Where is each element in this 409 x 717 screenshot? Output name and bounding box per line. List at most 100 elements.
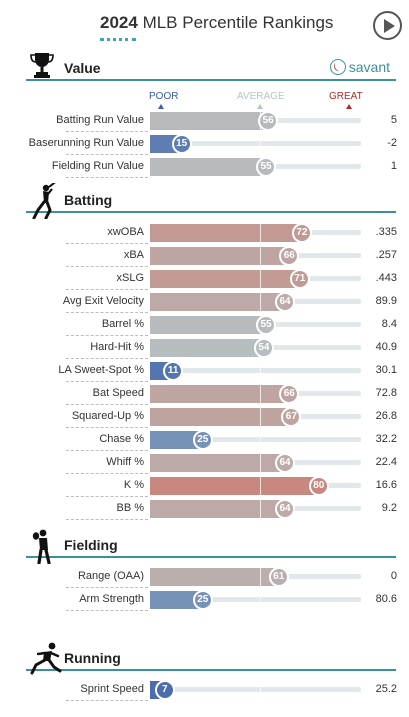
percentile-bubble[interactable]: 25 — [192, 590, 213, 610]
percentile-bubble[interactable]: 64 — [275, 499, 296, 519]
metric-row: Batting Run Value 56 5 — [0, 110, 409, 132]
percentile-bar — [150, 112, 269, 130]
row-divider — [66, 131, 148, 132]
savant-logo-text: savant — [348, 59, 390, 75]
metric-label: BB % — [116, 502, 144, 514]
percentile-bar — [150, 270, 300, 288]
percentile-bubble[interactable]: 66 — [279, 384, 300, 404]
metric-row: Barrel % 55 8.4 — [0, 314, 409, 336]
row-divider — [66, 473, 148, 474]
metric-label: xwOBA — [107, 226, 144, 238]
metric-label: Fielding Run Value — [51, 160, 144, 172]
percentile-bubble[interactable]: 71 — [289, 269, 310, 289]
metric-row: Baserunning Run Value 15 -2 — [0, 133, 409, 155]
percentile-bar — [150, 247, 290, 265]
baseball-icon — [329, 59, 346, 75]
metric-row: LA Sweet-Spot % 11 30.1 — [0, 360, 409, 382]
page-header: 2024 MLB Percentile Rankings — [0, 0, 409, 44]
average-line — [260, 454, 261, 472]
row-divider — [66, 587, 148, 588]
metric-label: Batting Run Value — [56, 114, 144, 126]
percentile-bubble[interactable]: 72 — [291, 223, 312, 243]
metric-row: Arm Strength 25 80.6 — [0, 589, 409, 611]
metric-value: 22.4 — [375, 456, 397, 468]
metric-row: xwOBA 72 .335 — [0, 222, 409, 244]
metric-row: Whiff % 64 22.4 — [0, 452, 409, 474]
percentile-bubble[interactable]: 80 — [308, 476, 329, 496]
metric-row: Range (OAA) 61 0 — [0, 566, 409, 588]
metric-label: Arm Strength — [79, 593, 144, 605]
metric-label: Squared-Up % — [71, 410, 144, 422]
metric-row: Bat Speed 66 72.8 — [0, 383, 409, 405]
section-fielding-title: Fielding — [64, 537, 118, 553]
row-divider — [66, 700, 148, 701]
row-divider — [66, 312, 148, 313]
metric-label: xSLG — [116, 272, 144, 284]
metric-value: 40.9 — [375, 341, 397, 353]
percentile-bubble[interactable]: 66 — [279, 246, 300, 266]
metric-value: .335 — [375, 226, 397, 238]
metric-value: 16.6 — [375, 479, 397, 491]
savant-logo[interactable]: savant — [329, 59, 390, 75]
row-divider — [66, 427, 148, 428]
section-batting-title: Batting — [64, 192, 113, 208]
percentile-bar — [150, 293, 286, 311]
percentile-bubble[interactable]: 56 — [258, 111, 279, 131]
section-batting-header: Batting — [26, 183, 396, 219]
legend-average: AVERAGE — [237, 91, 285, 102]
percentile-bubble[interactable]: 55 — [256, 157, 277, 177]
row-divider — [66, 381, 148, 382]
play-button[interactable] — [373, 11, 402, 40]
section-value: Value savant — [0, 50, 409, 170]
percentile-bubble[interactable]: 64 — [275, 453, 296, 473]
percentile-bubble[interactable]: 7 — [154, 680, 175, 700]
average-line — [260, 477, 261, 495]
metric-value: 8.4 — [381, 318, 397, 330]
average-line — [260, 568, 261, 586]
metric-label: Baserunning Run Value — [28, 137, 144, 149]
batter-icon — [32, 183, 56, 219]
average-line — [260, 681, 261, 699]
row-divider — [66, 519, 148, 520]
metric-row: Fielding Run Value 55 1 — [0, 156, 409, 178]
percentile-bubble[interactable]: 15 — [171, 134, 192, 154]
section-running-title: Running — [64, 650, 121, 666]
legend-poor: POOR — [149, 91, 179, 102]
percentile-bubble[interactable]: 55 — [256, 315, 277, 335]
row-divider — [66, 358, 148, 359]
percentile-bubble[interactable]: 67 — [281, 407, 302, 427]
percentile-legend: POOR AVERAGE GREAT — [0, 91, 409, 111]
row-divider — [66, 335, 148, 336]
runner-icon — [30, 642, 62, 675]
metric-row: Sprint Speed 7 25.2 — [0, 679, 409, 701]
metric-label: xBA — [123, 249, 144, 261]
metric-label: K % — [123, 479, 144, 491]
average-line — [260, 431, 261, 449]
average-line — [260, 293, 261, 311]
percentile-bar — [150, 224, 302, 242]
metric-row: xSLG 71 .443 — [0, 268, 409, 290]
percentile-bar — [150, 385, 290, 403]
legend-great: GREAT — [329, 91, 363, 102]
average-line — [260, 135, 261, 153]
percentile-bubble[interactable]: 61 — [268, 567, 289, 587]
section-value-title: Value — [64, 60, 101, 76]
percentile-bubble[interactable]: 64 — [275, 292, 296, 312]
row-divider — [66, 496, 148, 497]
row-divider — [66, 450, 148, 451]
percentile-bubble[interactable]: 54 — [253, 338, 274, 358]
percentile-bubble[interactable]: 25 — [192, 430, 213, 450]
metric-row: Squared-Up % 67 26.8 — [0, 406, 409, 428]
metric-value: 0 — [390, 570, 397, 582]
percentile-bar — [150, 408, 292, 426]
percentile-bar — [150, 568, 279, 586]
percentile-bar — [150, 316, 267, 334]
percentile-bar — [150, 477, 319, 495]
section-running: Running — [0, 637, 409, 677]
metric-value: 9.2 — [381, 502, 397, 514]
metric-label: Chase % — [99, 433, 144, 445]
percentile-track — [150, 368, 361, 373]
metric-label: Sprint Speed — [80, 683, 144, 695]
percentile-bubble[interactable]: 11 — [163, 361, 184, 381]
play-icon — [384, 19, 395, 33]
